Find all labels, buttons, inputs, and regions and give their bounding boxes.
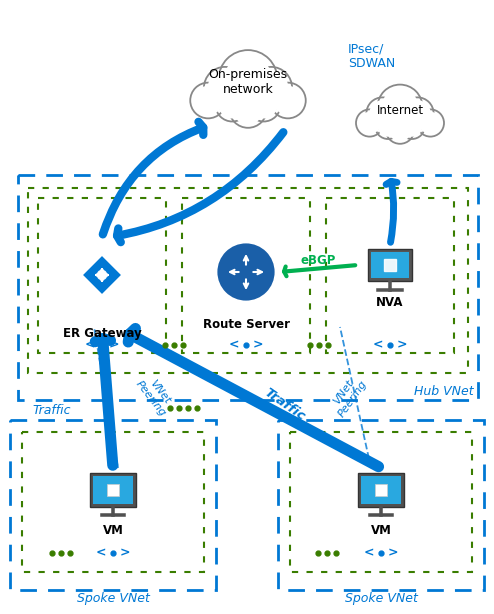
Text: >: > xyxy=(253,338,263,351)
Text: >: > xyxy=(388,546,398,559)
Bar xyxy=(356,123,444,133)
Text: <: < xyxy=(229,338,239,351)
Circle shape xyxy=(190,83,226,119)
Circle shape xyxy=(377,115,399,137)
Circle shape xyxy=(375,114,401,139)
Bar xyxy=(38,198,166,353)
Circle shape xyxy=(419,112,442,134)
Circle shape xyxy=(218,91,246,119)
Text: Internet: Internet xyxy=(376,104,423,117)
Bar xyxy=(93,476,133,503)
Bar xyxy=(28,188,468,373)
Bar xyxy=(358,473,405,507)
Text: eBGP: eBGP xyxy=(300,254,336,266)
Bar xyxy=(290,432,472,572)
Circle shape xyxy=(97,270,107,279)
Text: <: < xyxy=(85,338,95,351)
Circle shape xyxy=(204,67,246,109)
Bar xyxy=(89,473,136,507)
Bar xyxy=(182,198,310,353)
Text: <: < xyxy=(364,546,374,559)
Circle shape xyxy=(367,98,398,130)
Circle shape xyxy=(229,90,267,128)
Text: <: < xyxy=(96,546,106,559)
Circle shape xyxy=(250,91,278,119)
Circle shape xyxy=(399,114,425,139)
Bar xyxy=(375,484,387,496)
Bar xyxy=(383,258,397,271)
Text: VM: VM xyxy=(370,524,391,537)
Text: On-premises
network: On-premises network xyxy=(208,68,288,96)
Text: >: > xyxy=(397,338,407,351)
Circle shape xyxy=(370,100,396,126)
Circle shape xyxy=(356,109,383,136)
Text: <: < xyxy=(373,338,383,351)
Circle shape xyxy=(207,71,242,105)
Text: IPsec/
SDWAN: IPsec/ SDWAN xyxy=(348,42,395,70)
Text: Spoke VNet: Spoke VNet xyxy=(77,592,150,605)
Circle shape xyxy=(382,88,418,125)
Circle shape xyxy=(216,242,276,302)
Circle shape xyxy=(405,100,431,126)
Circle shape xyxy=(386,115,414,144)
Circle shape xyxy=(359,112,381,134)
Bar xyxy=(326,198,454,353)
Circle shape xyxy=(417,109,444,136)
Text: Traffic: Traffic xyxy=(262,386,308,424)
Circle shape xyxy=(194,86,223,115)
Circle shape xyxy=(215,88,249,122)
Bar xyxy=(278,420,484,590)
Text: Spoke VNet: Spoke VNet xyxy=(344,592,417,605)
Text: VNet
Peering: VNet Peering xyxy=(327,371,369,419)
Bar xyxy=(361,476,401,503)
Text: Route Server: Route Server xyxy=(203,317,289,330)
Text: Hub VNet: Hub VNet xyxy=(414,385,474,398)
Circle shape xyxy=(224,55,272,104)
Circle shape xyxy=(250,67,292,109)
Circle shape xyxy=(273,86,302,115)
Bar xyxy=(368,249,412,281)
Circle shape xyxy=(388,118,412,141)
Text: VNet
Peering: VNet Peering xyxy=(133,371,176,418)
Bar xyxy=(22,432,204,572)
Circle shape xyxy=(377,85,422,130)
Text: >: > xyxy=(120,546,130,559)
Circle shape xyxy=(219,50,278,109)
Circle shape xyxy=(402,115,422,137)
Text: NVA: NVA xyxy=(376,297,404,309)
Polygon shape xyxy=(81,254,123,296)
Circle shape xyxy=(247,88,281,122)
Circle shape xyxy=(402,98,434,130)
Bar xyxy=(107,484,119,496)
Text: Traffic: Traffic xyxy=(33,403,71,416)
Text: ER Gateway: ER Gateway xyxy=(63,327,141,340)
Circle shape xyxy=(270,83,306,119)
Bar xyxy=(371,252,409,278)
Bar xyxy=(10,420,216,590)
Text: VM: VM xyxy=(103,524,124,537)
Bar xyxy=(18,175,478,400)
Circle shape xyxy=(233,93,263,125)
Circle shape xyxy=(254,71,288,105)
Bar xyxy=(190,101,306,113)
Text: >: > xyxy=(109,338,119,351)
